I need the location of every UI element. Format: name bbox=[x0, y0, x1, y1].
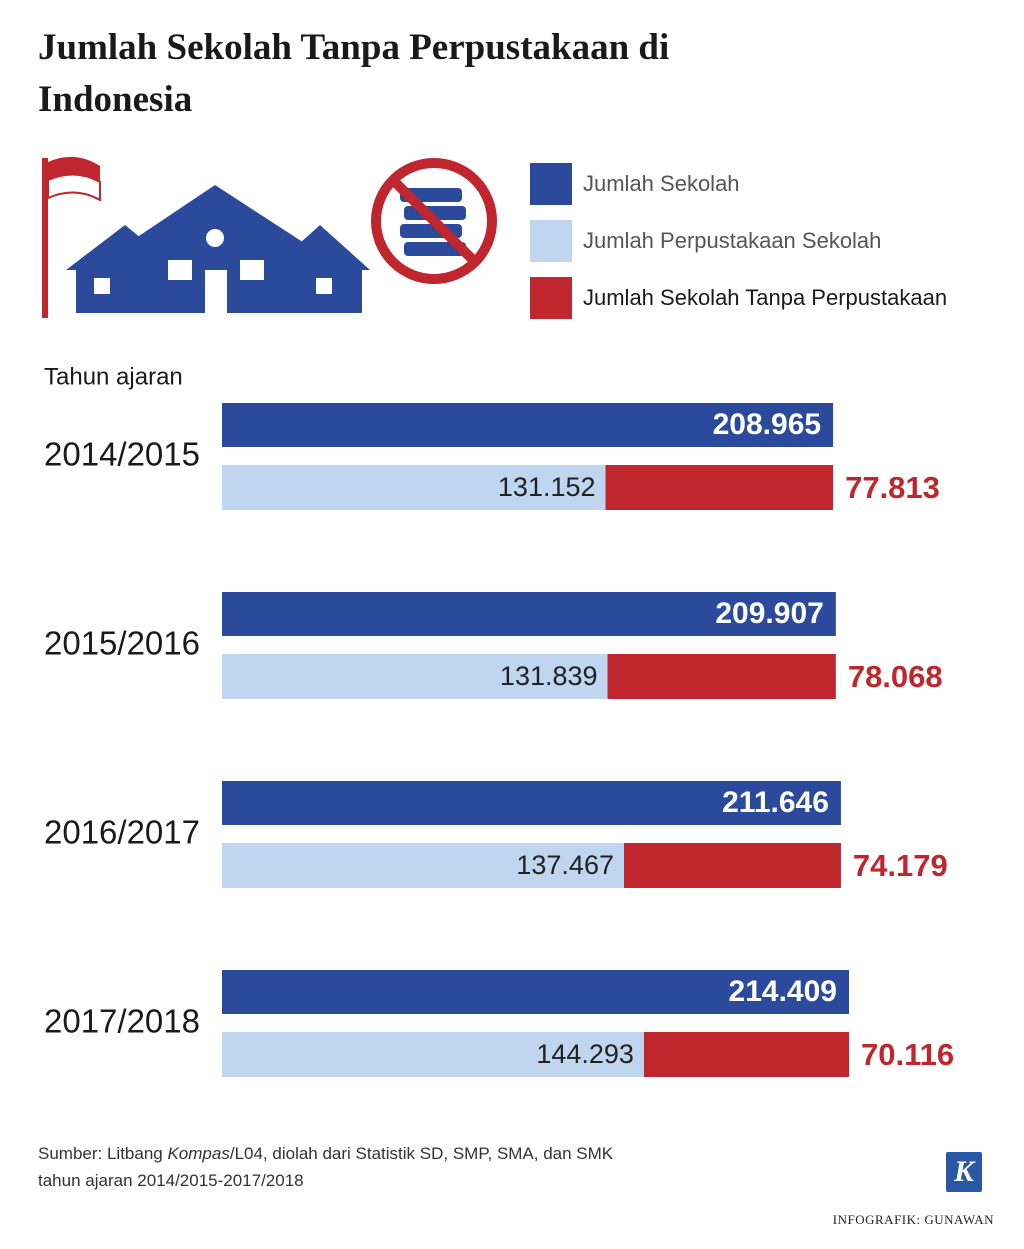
bar bbox=[222, 654, 608, 699]
bar bbox=[643, 1032, 849, 1077]
value-label: 144.293 bbox=[536, 1039, 634, 1069]
value-label: 70.116 bbox=[861, 1037, 954, 1072]
chart-title: Jumlah Sekolah Tanpa Perpustakaan di Ind… bbox=[38, 27, 670, 120]
y-axis-label: Tahun ajaran bbox=[44, 363, 183, 390]
source-text: /L04, diolah dari Statistik SD, SMP, SMA… bbox=[229, 1144, 614, 1163]
legend-swatch bbox=[530, 277, 572, 319]
value-label: 131.839 bbox=[500, 661, 598, 691]
bar bbox=[222, 970, 849, 1014]
legend-label: Jumlah Sekolah bbox=[583, 171, 740, 196]
value-label: 211.646 bbox=[722, 786, 829, 819]
bar bbox=[222, 1032, 644, 1077]
value-label: 131.152 bbox=[498, 472, 596, 502]
value-label: 208.965 bbox=[713, 408, 821, 441]
bar bbox=[222, 465, 606, 510]
value-label: 77.813 bbox=[845, 470, 940, 505]
legend-swatch bbox=[530, 220, 572, 262]
category-label: 2017/2018 bbox=[44, 1003, 200, 1040]
bar bbox=[623, 843, 841, 888]
bar bbox=[222, 403, 834, 447]
credit: INFOGRAFIK: GUNAWAN bbox=[832, 1212, 994, 1227]
source-text: Sumber: Litbang bbox=[38, 1144, 168, 1163]
legend: Jumlah Sekolah Jumlah Perpustakaan Sekola… bbox=[530, 163, 947, 319]
category-label: 2014/2015 bbox=[44, 436, 200, 473]
category-label: 2015/2016 bbox=[44, 625, 200, 662]
source-text: tahun ajaran 2014/2015-2017/2018 bbox=[38, 1171, 304, 1190]
bar bbox=[607, 654, 836, 699]
school-icon bbox=[66, 185, 370, 313]
legend-label: Jumlah Sekolah Tanpa Perpustakaan bbox=[583, 285, 947, 310]
logo: K bbox=[946, 1152, 982, 1192]
value-label: 209.907 bbox=[715, 597, 823, 630]
value-label: 137.467 bbox=[516, 850, 614, 880]
bar bbox=[222, 781, 841, 825]
legend-label: Jumlah Perpustakaan Sekolah bbox=[583, 228, 881, 253]
value-label: 74.179 bbox=[853, 848, 948, 883]
category-label: 2016/2017 bbox=[44, 814, 200, 851]
legend-swatch bbox=[530, 163, 572, 205]
value-label: 78.068 bbox=[848, 659, 943, 694]
source-text: Kompas bbox=[167, 1144, 230, 1163]
value-label: 214.409 bbox=[729, 975, 837, 1008]
bar bbox=[605, 465, 834, 510]
bar bbox=[222, 843, 624, 888]
flag-icon bbox=[42, 156, 101, 318]
no-books-icon bbox=[371, 158, 497, 284]
bar bbox=[222, 592, 836, 636]
source: Sumber: Litbang Kompas/L04, diolah dari … bbox=[38, 1140, 613, 1194]
